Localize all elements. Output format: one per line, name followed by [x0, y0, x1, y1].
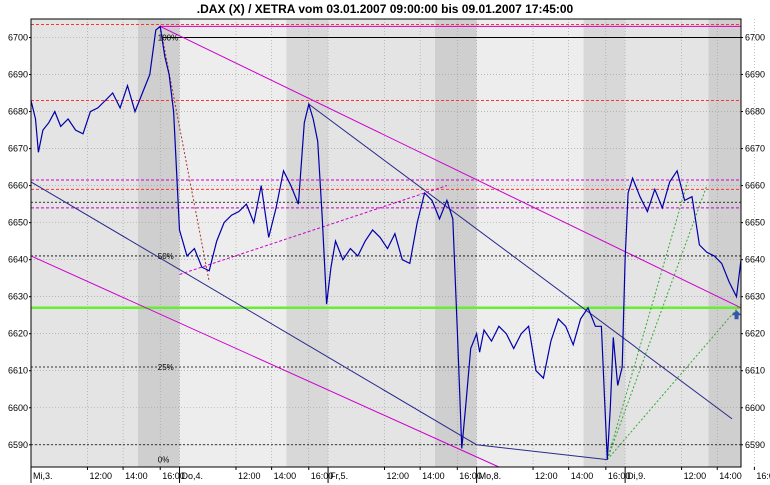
- y-tick-label-right: 6690: [745, 70, 765, 80]
- y-tick-label-right: 6660: [745, 181, 765, 191]
- x-tick-label: 16:00: [756, 471, 770, 481]
- x-tick-label: Di,9.: [627, 471, 646, 481]
- x-tick-label: 12:00: [387, 471, 410, 481]
- day-band-shade: [286, 19, 329, 467]
- x-tick-label: 14:00: [571, 471, 594, 481]
- fib-level-label: 50%: [158, 252, 174, 261]
- fib-level-label: 100%: [158, 34, 178, 43]
- trend-line: [30, 255, 500, 468]
- y-tick-label-left: 6600: [8, 403, 28, 413]
- y-tick-label-right: 6600: [745, 403, 765, 413]
- x-tick-label: 12:00: [535, 471, 558, 481]
- x-tick-label: 16:00: [311, 471, 334, 481]
- x-tick-label: 12:00: [89, 471, 112, 481]
- fib-level-label: 25%: [158, 363, 174, 372]
- day-band-shade: [137, 19, 180, 467]
- y-tick-label-right: 6650: [745, 218, 765, 228]
- price-line: [30, 25, 742, 460]
- day-band-shade: [708, 19, 741, 467]
- x-tick-label: Mi,3.: [33, 471, 53, 481]
- y-tick-label-left: 6610: [8, 366, 28, 376]
- axes: [29, 18, 755, 483]
- x-tick-label: 16:00: [459, 471, 482, 481]
- x-tick-label: Mo,8.: [479, 471, 502, 481]
- x-tick-label: 14:00: [125, 471, 148, 481]
- x-tick-label: 14:00: [274, 471, 297, 481]
- y-tick-label-left: 6590: [8, 440, 28, 450]
- y-tick-label-right: 6590: [745, 440, 765, 450]
- y-tick-label-left: 6700: [8, 33, 28, 43]
- trend-line: [606, 185, 708, 460]
- x-tick-label: 14:00: [422, 471, 445, 481]
- y-tick-label-left: 6690: [8, 70, 28, 80]
- y-tick-label-right: 6640: [745, 255, 765, 265]
- day-band-shade: [435, 19, 477, 467]
- y-tick-label-right: 6630: [745, 292, 765, 302]
- trend-line: [160, 25, 742, 309]
- y-tick-label-left: 6660: [8, 181, 28, 191]
- trend-line: [30, 181, 477, 446]
- y-tick-label-left: 6630: [8, 292, 28, 302]
- y-tick-label-right: 6680: [745, 107, 765, 117]
- arrow-up-icon: [731, 310, 742, 320]
- y-tick-label-left: 6620: [8, 329, 28, 339]
- x-tick-label: 12:00: [684, 471, 707, 481]
- x-tick-label: 14:00: [719, 471, 742, 481]
- x-tick-label: 16:00: [608, 471, 631, 481]
- tick-labels: 100% 50% 25% 0% 6590 6590 6600 6600 6610 6610 6620…: [8, 33, 770, 481]
- trend-line: [308, 103, 733, 420]
- fib-level-label: 0%: [158, 456, 170, 465]
- y-tick-label-right: 6700: [745, 33, 765, 43]
- trend-lines: [30, 24, 742, 468]
- y-tick-label-left: 6680: [8, 107, 28, 117]
- trend-line: [159, 26, 210, 282]
- y-tick-label-left: 6640: [8, 255, 28, 265]
- x-tick-label: 16:00: [162, 471, 185, 481]
- trend-line: [606, 181, 689, 460]
- y-tick-label-left: 6650: [8, 218, 28, 228]
- y-tick-label-right: 6620: [745, 329, 765, 339]
- x-tick-label: Fr,5.: [330, 471, 348, 481]
- y-tick-label-right: 6610: [745, 366, 765, 376]
- trend-line: [476, 444, 608, 461]
- y-tick-label-left: 6670: [8, 144, 28, 154]
- x-tick-label: 12:00: [238, 471, 261, 481]
- day-bands: [31, 19, 741, 467]
- x-tick-label: Do,4.: [182, 471, 204, 481]
- y-tick-label-right: 6670: [745, 144, 765, 154]
- trend-line: [179, 185, 448, 275]
- plot-frame: [30, 18, 742, 468]
- chart-title: .DAX (X) / XETRA vom 03.01.2007 09:00:00…: [197, 2, 574, 16]
- price-series: [30, 25, 742, 460]
